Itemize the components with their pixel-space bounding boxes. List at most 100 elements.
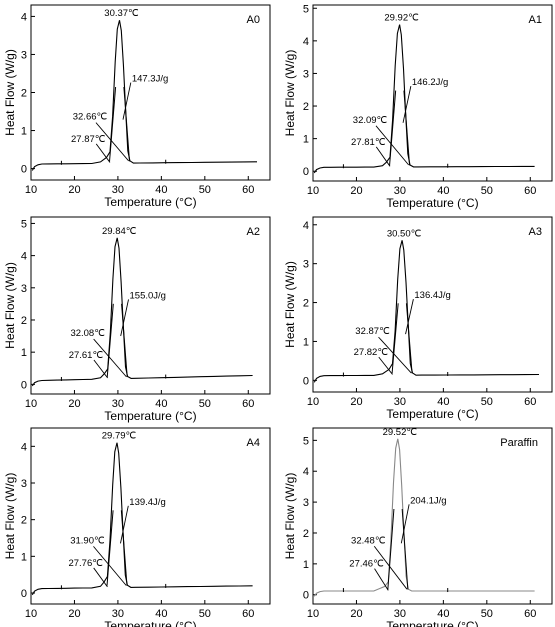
x-tick-label: 10 [25, 184, 37, 196]
endset-tangent [403, 90, 411, 166]
end-temperature-leader [95, 122, 129, 162]
dsc-panel-a2: 10 20 30 40 50 60 0 1 2 3 4 5 Temperature (°C) Heat F… [2, 211, 272, 423]
peak-temperature-label: 29.79℃ [102, 431, 137, 442]
enthalpy-leader [402, 86, 412, 123]
x-tick-label: 10 [25, 608, 37, 620]
dsc-panel-a4: 10 20 30 40 50 60 0 1 2 3 4 Temperature (°C) Heat Fl… [2, 422, 272, 627]
end-temperature-label: 32.66℃ [73, 112, 108, 123]
x-tick-label: 50 [199, 608, 211, 620]
y-tick-label: 4 [21, 11, 27, 23]
x-tick-label: 50 [481, 185, 493, 197]
onset-temperature-leader [95, 143, 111, 163]
dsc-plot: 10 20 30 40 50 60 0 1 2 3 4 Temperature (°C) Heat Fl… [283, 216, 553, 421]
y-tick-label: 0 [303, 375, 309, 387]
y-tick-label: 5 [303, 435, 309, 447]
dsc-panel-a0: 10 20 30 40 50 60 0 1 2 3 4 Temperature (°C) Heat Fl… [2, 0, 272, 209]
y-tick-label: 3 [21, 283, 27, 295]
dsc-panel-a1: 10 20 30 40 50 60 0 1 2 3 4 5 Temperature (°C) Heat F… [282, 0, 555, 210]
y-tick-label: 3 [303, 259, 309, 271]
heat-flow-curve [313, 240, 540, 383]
x-tick-label: 20 [350, 608, 362, 620]
x-tick-label: 20 [68, 608, 80, 620]
x-tick-label: 20 [350, 185, 362, 197]
panel-label: Paraffin [500, 437, 538, 449]
y-tick-label: 5 [21, 218, 27, 230]
y-tick-label: 0 [303, 166, 309, 178]
x-tick-label: 60 [242, 608, 254, 620]
heat-flow-curve [31, 20, 258, 171]
onset-tangent [389, 90, 397, 166]
dsc-plot: 10 20 30 40 50 60 0 1 2 3 4 Temperature (°C) Heat Fl… [3, 427, 271, 627]
x-tick-label: 40 [155, 184, 167, 196]
enthalpy-leader [120, 299, 129, 337]
enthalpy-leader [405, 299, 414, 335]
plot-frame [312, 4, 553, 182]
peak-temperature-label: 29.52℃ [383, 427, 418, 438]
onset-temperature-leader [93, 567, 108, 588]
x-tick-label: 40 [155, 398, 167, 410]
y-tick-label: 2 [303, 101, 309, 113]
y-tick-label: 2 [303, 298, 309, 310]
end-temperature-label: 32.87℃ [355, 326, 390, 337]
peak-temperature-label: 30.37℃ [104, 8, 139, 19]
x-tick-label: 40 [437, 185, 449, 197]
heat-flow-curve [31, 237, 253, 387]
enthalpy-label: 155.0J/g [130, 290, 166, 301]
enthalpy-leader [400, 504, 410, 544]
y-axis-title: Heat Flow (W/g) [283, 473, 297, 560]
peak-temperature-label: 29.92℃ [384, 13, 419, 24]
enthalpy-leader [122, 82, 132, 120]
x-tick-label: 10 [307, 396, 319, 408]
y-axis-title: Heat Flow (W/g) [283, 50, 297, 137]
plot-frame [30, 4, 271, 181]
y-tick-label: 2 [21, 315, 27, 327]
y-tick-label: 1 [21, 126, 27, 138]
endset-tangent [121, 303, 128, 378]
x-tick-label: 60 [524, 185, 536, 197]
onset-tangent [109, 86, 117, 162]
dsc-panel-paraffin: 10 20 30 40 50 60 0 1 2 3 4 5 Temperature (°C) Heat F… [282, 422, 555, 627]
y-axis-title: Heat Flow (W/g) [283, 261, 297, 348]
x-tick-label: 50 [199, 184, 211, 196]
panel-label: A0 [247, 14, 260, 26]
end-temperature-label: 31.90℃ [70, 535, 105, 546]
onset-temperature-label: 27.61℃ [69, 350, 104, 361]
heat-flow-curve [31, 442, 253, 596]
y-axis-title: Heat Flow (W/g) [3, 49, 17, 136]
x-tick-label: 30 [112, 398, 124, 410]
peak-temperature-label: 29.84℃ [102, 226, 137, 237]
panel-label: A3 [529, 226, 542, 238]
y-tick-label: 4 [21, 441, 27, 453]
panel-label: A1 [529, 14, 542, 26]
x-tick-label: 40 [437, 396, 449, 408]
x-axis-title: Temperature (°C) [386, 619, 478, 627]
heat-flow-curve [313, 24, 535, 174]
x-tick-label: 10 [307, 608, 319, 620]
x-tick-label: 50 [199, 398, 211, 410]
heat-flow-curve [313, 438, 535, 597]
plot-frame [30, 427, 271, 605]
x-tick-label: 60 [524, 396, 536, 408]
end-temperature-leader [373, 546, 408, 590]
x-tick-label: 20 [68, 184, 80, 196]
y-axis-title: Heat Flow (W/g) [3, 473, 17, 560]
x-tick-label: 30 [112, 184, 124, 196]
peak-temperature-label: 30.50℃ [387, 228, 422, 239]
x-tick-label: 10 [25, 398, 37, 410]
dsc-plot: 10 20 30 40 50 60 0 1 2 3 4 5 Temperature (°C) Heat F… [3, 216, 271, 423]
y-tick-label: 0 [303, 590, 309, 602]
y-tick-label: 4 [21, 251, 27, 263]
onset-temperature-leader [375, 146, 391, 167]
enthalpy-label: 139.4J/g [129, 497, 165, 508]
y-tick-label: 2 [21, 515, 27, 527]
x-axis-title: Temperature (°C) [386, 196, 478, 210]
enthalpy-label: 136.4J/g [414, 290, 450, 301]
end-temperature-leader [375, 125, 410, 166]
y-tick-label: 1 [303, 336, 309, 348]
end-temperature-leader [93, 338, 127, 378]
x-tick-label: 20 [350, 396, 362, 408]
plot-frame [312, 427, 553, 605]
onset-tangent [391, 303, 399, 374]
y-tick-label: 2 [303, 528, 309, 540]
onset-temperature-leader [93, 359, 109, 379]
